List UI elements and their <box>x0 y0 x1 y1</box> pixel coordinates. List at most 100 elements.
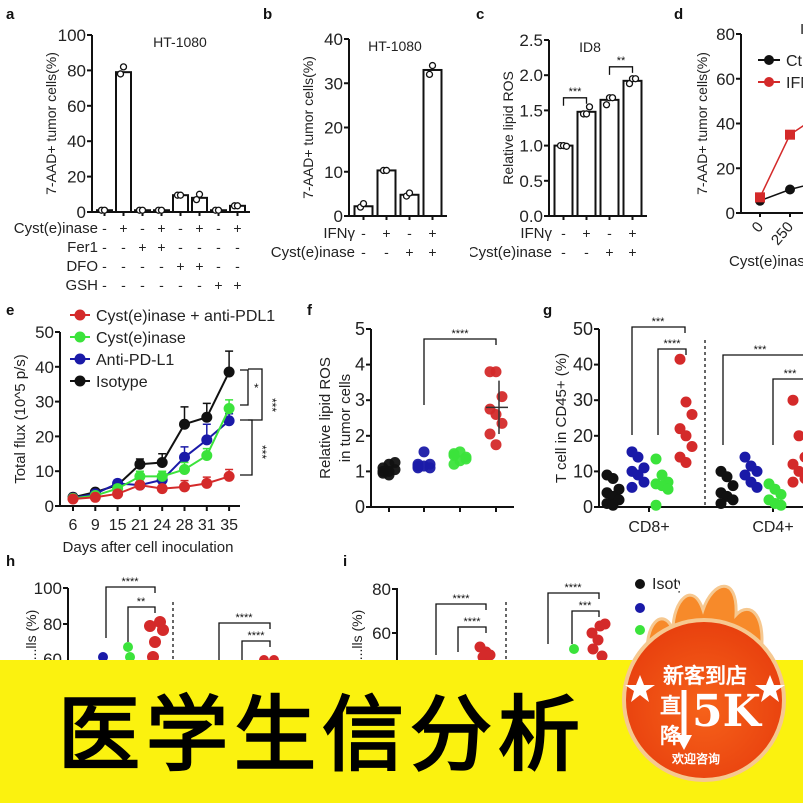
panel-label-b: b <box>263 6 273 23</box>
svg-text:-: - <box>216 239 221 255</box>
svg-text:-: - <box>102 239 107 255</box>
chart-a-bar: 0 20 40 60 80 100 HT-1080 7-AAD+ tumor cells(%)… <box>14 26 250 294</box>
svg-text:GSH: GSH <box>65 277 98 294</box>
svg-text:Ctrl: Ctrl <box>786 53 803 70</box>
svg-text:***: *** <box>265 398 279 412</box>
svg-text:ID8: ID8 <box>579 39 601 55</box>
svg-text:Days after cell inoculation: Days after cell inoculation <box>63 539 234 556</box>
svg-text:35: 35 <box>220 517 238 534</box>
svg-text:+: + <box>233 220 241 236</box>
svg-text:80: 80 <box>43 615 62 634</box>
svg-text:7-AAD+ tumor cells(%): 7-AAD+ tumor cells(%) <box>694 52 710 195</box>
svg-text:+: + <box>382 225 390 241</box>
svg-text:Anti-PD-L1: Anti-PD-L1 <box>96 352 174 369</box>
svg-text:5: 5 <box>355 319 365 339</box>
svg-text:+: + <box>157 239 165 255</box>
chart-f-scatter: 0 1 2 3 4 5 Relative lipid ROS in tumor cells **… <box>317 319 514 517</box>
svg-text:0.0: 0.0 <box>519 207 543 226</box>
svg-text:CD4+: CD4+ <box>752 519 793 536</box>
svg-text:IFNγ: IFNγ <box>323 225 355 242</box>
svg-text:50: 50 <box>35 323 54 342</box>
svg-text:***: *** <box>652 316 666 328</box>
svg-text:HT-1080: HT-1080 <box>153 34 207 50</box>
svg-text:-: - <box>235 239 240 255</box>
svg-text:+: + <box>157 220 165 236</box>
svg-text:-: - <box>102 258 107 274</box>
panel-label-h: h <box>6 553 16 570</box>
svg-text:-: - <box>361 225 366 241</box>
svg-text:-: - <box>121 277 126 293</box>
svg-text:28: 28 <box>176 517 194 534</box>
svg-text:+: + <box>628 225 636 241</box>
svg-text:***: *** <box>784 368 798 380</box>
svg-text:0: 0 <box>77 203 86 222</box>
chart-e-line: 0 10 20 30 40 50 Total flux (10^5 p/s) 6 9 15 21 24… <box>12 308 279 556</box>
svg-text:****: **** <box>247 630 265 642</box>
svg-text:-: - <box>197 239 202 255</box>
svg-text:-: - <box>140 277 145 293</box>
svg-text:+: + <box>195 258 203 274</box>
svg-text:...lls (%): ...lls (%) <box>23 610 39 660</box>
panel-label-i: i <box>343 553 348 570</box>
svg-text:CD8+: CD8+ <box>628 519 669 536</box>
svg-text:3: 3 <box>355 390 365 410</box>
svg-text:***: *** <box>579 600 593 612</box>
svg-text:60: 60 <box>43 650 62 660</box>
flame-badge-icon[interactable] <box>618 575 790 785</box>
svg-text:0: 0 <box>726 204 735 223</box>
svg-text:10: 10 <box>324 163 343 182</box>
svg-text:Relative lipid ROS: Relative lipid ROS <box>317 357 334 479</box>
svg-text:1.5: 1.5 <box>519 101 543 120</box>
legend-i-isotype: Isoty <box>652 576 680 593</box>
panel-label-d: d <box>674 6 684 23</box>
svg-text:80: 80 <box>716 25 735 44</box>
svg-text:DFO: DFO <box>66 258 98 275</box>
svg-text:-: - <box>584 244 589 260</box>
svg-text:**: ** <box>137 596 146 608</box>
svg-text:0: 0 <box>749 219 767 236</box>
chart-b-bar: 0 10 20 30 40 HT-1080 7-AAD+ tumor cells(%) IFN… <box>271 30 447 260</box>
svg-text:4: 4 <box>355 355 365 375</box>
panel-label-e: e <box>6 302 15 319</box>
svg-text:40: 40 <box>324 30 343 49</box>
svg-text:20: 20 <box>67 168 86 187</box>
svg-text:*: * <box>254 381 259 395</box>
svg-text:1.0: 1.0 <box>519 137 543 156</box>
svg-text:****: **** <box>564 582 582 594</box>
svg-text:2.0: 2.0 <box>519 66 543 85</box>
svg-text:-: - <box>102 220 107 236</box>
svg-text:****: **** <box>452 593 470 605</box>
svg-text:+: + <box>119 220 127 236</box>
svg-text:***: *** <box>255 445 269 459</box>
svg-text:-: - <box>159 258 164 274</box>
svg-text:2: 2 <box>355 426 365 446</box>
banner-title: 医学生信分析 <box>58 688 587 783</box>
svg-text:-: - <box>561 225 566 241</box>
panel-label-c: c <box>476 6 485 23</box>
svg-text:-: - <box>197 277 202 293</box>
svg-text:2.5: 2.5 <box>519 31 543 50</box>
svg-text:1: 1 <box>355 461 365 481</box>
svg-text:100: 100 <box>58 26 86 45</box>
svg-text:Relative lipid ROS: Relative lipid ROS <box>500 71 516 185</box>
svg-text:20: 20 <box>716 159 735 178</box>
svg-text:15: 15 <box>109 517 127 534</box>
svg-text:Total flux (10^5 p/s): Total flux (10^5 p/s) <box>12 354 29 484</box>
svg-text:60: 60 <box>716 70 735 89</box>
svg-text:+: + <box>428 244 436 260</box>
svg-text:Cyst(e)inase: Cyst(e)inase <box>96 330 186 347</box>
svg-text:50: 50 <box>573 319 593 339</box>
svg-text:250: 250 <box>768 219 797 249</box>
svg-text:30: 30 <box>35 393 54 412</box>
svg-text:-: - <box>607 225 612 241</box>
svg-text:Cyst(e)inase: Cyst(e)inase <box>729 253 803 270</box>
svg-text:0: 0 <box>45 497 54 516</box>
badge-headline: 新客到店 <box>663 664 747 688</box>
svg-text:***: *** <box>754 344 768 356</box>
svg-text:-: - <box>407 225 412 241</box>
svg-text:-: - <box>121 239 126 255</box>
svg-text:-: - <box>140 220 145 236</box>
